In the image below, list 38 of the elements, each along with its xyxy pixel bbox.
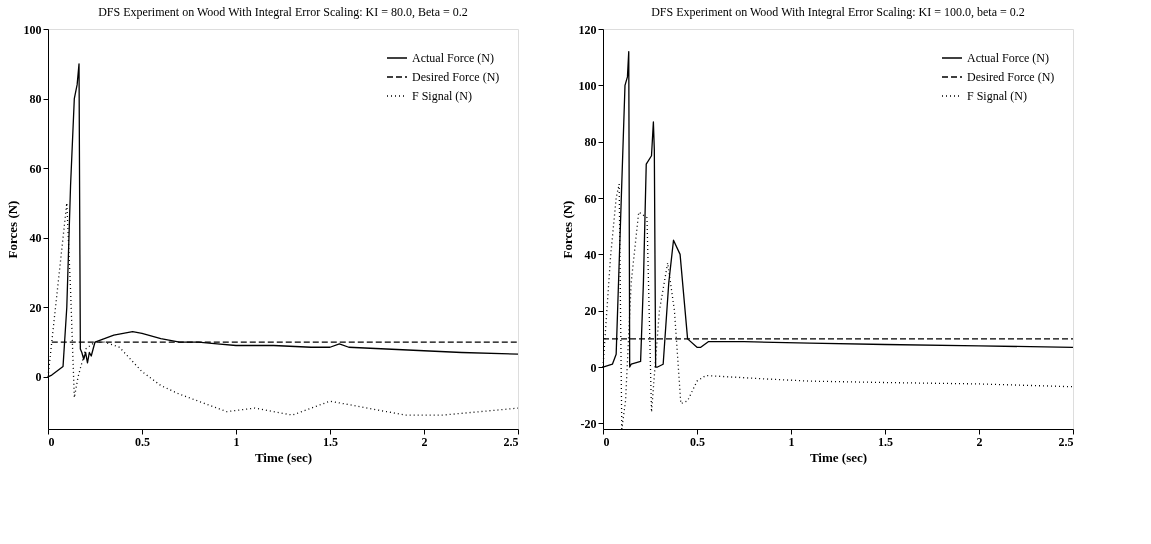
chart-title: DFS Experiment on Wood With Integral Error Scaling: KI = 100.0, beta = 0.2 xyxy=(651,5,1025,19)
y-tick-label: -20 xyxy=(580,416,597,431)
x-tick-label: 2 xyxy=(421,434,428,449)
y-tick-label: 100 xyxy=(23,22,42,37)
legend-label: Actual Force (N) xyxy=(412,51,494,65)
x-tick-label: 1.5 xyxy=(878,434,893,449)
y-tick-label: 80 xyxy=(584,135,597,150)
x-axis-title: Time (sec) xyxy=(254,449,313,465)
x-tick-label: 0 xyxy=(603,434,610,449)
y-tick-label: 0 xyxy=(590,360,597,375)
legend-label: Desired Force (N) xyxy=(967,70,1055,84)
y-tick-label: 40 xyxy=(584,247,597,262)
y-axis-title: Forces (N) xyxy=(4,200,20,259)
x-tick-label: 1 xyxy=(788,434,795,449)
y-tick-label: 60 xyxy=(584,191,597,206)
legend-label: Actual Force (N) xyxy=(967,51,1049,65)
x-tick-label: 0.5 xyxy=(690,434,705,449)
legend-label: Desired Force (N) xyxy=(412,70,500,84)
y-tick-label: 40 xyxy=(29,231,42,246)
y-tick-label: 100 xyxy=(578,78,597,93)
y-tick-label: 0 xyxy=(35,370,42,385)
x-tick-label: 2.5 xyxy=(503,434,519,449)
y-axis-title: Forces (N) xyxy=(559,200,575,259)
x-tick-label: 2 xyxy=(976,434,983,449)
legend-label: F Signal (N) xyxy=(967,89,1027,103)
x-tick-label: 2.5 xyxy=(1058,434,1074,449)
x-tick-label: 0 xyxy=(48,434,55,449)
x-axis-title: Time (sec) xyxy=(809,449,868,465)
y-tick-label: 60 xyxy=(29,161,42,176)
chart-title: DFS Experiment on Wood With Integral Error Scaling: KI = 80.0, Beta = 0.2 xyxy=(98,5,468,19)
y-tick-label: 120 xyxy=(578,22,597,37)
x-tick-label: 1 xyxy=(233,434,240,449)
y-tick-label: 20 xyxy=(584,304,597,319)
legend-label: F Signal (N) xyxy=(412,89,472,103)
y-tick-label: 80 xyxy=(29,92,42,107)
x-tick-label: 0.5 xyxy=(135,434,150,449)
x-tick-label: 1.5 xyxy=(323,434,338,449)
y-tick-label: 20 xyxy=(29,300,42,315)
